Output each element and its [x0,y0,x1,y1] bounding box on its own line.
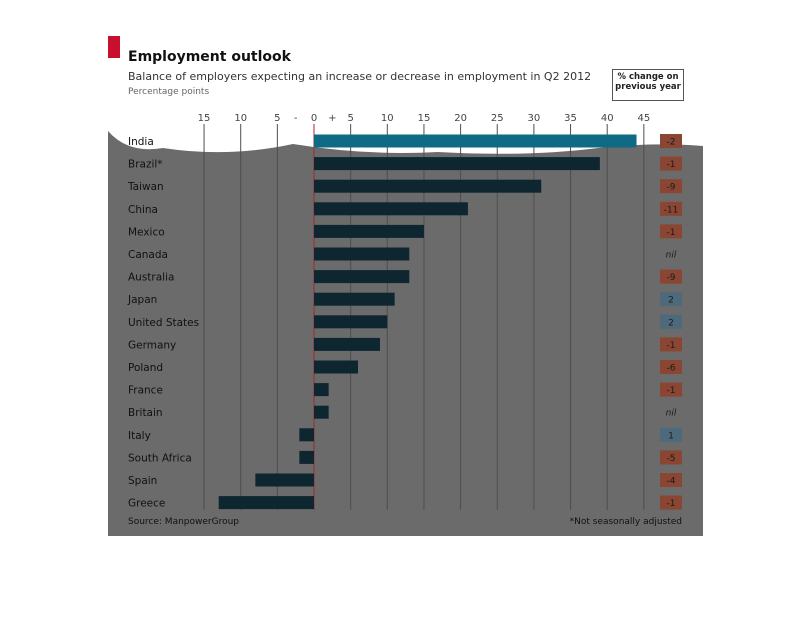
bar [314,224,424,238]
bar [314,383,329,397]
category-label: France [128,385,163,397]
change-badge [660,337,682,352]
change-badge [660,134,682,148]
bar [314,134,637,148]
category-label: Spain [128,475,157,487]
bar [255,473,314,487]
x-tick-label: 35 [564,113,577,124]
change-value: -2 [667,138,676,148]
brand-red-marker [108,36,120,58]
bar [314,337,380,351]
change-badge [660,473,682,487]
change-value: 1 [668,431,674,441]
change-badge [660,495,682,510]
change-value: -6 [667,364,676,374]
chart-units: Percentage points [128,87,210,97]
change-badge [660,360,682,374]
category-label: South Africa [128,452,192,464]
category-label: Germany [128,339,176,351]
category-label: Taiwan [127,181,164,193]
change-column-label: % change on previous year [615,72,681,92]
bar [314,270,410,284]
category-label: United States [128,317,199,329]
change-column-header: % change on previous year [612,69,684,101]
bar [314,405,329,419]
category-label: Mexico [128,226,165,238]
x-tick-label: 45 [637,113,650,124]
category-label: Greece [128,498,165,510]
x-tick-label: 40 [601,113,614,124]
category-label: Canada [128,249,168,261]
change-badge [660,179,682,194]
change-value: -11 [664,205,679,215]
change-value: -4 [667,477,676,487]
change-badge [660,224,682,239]
category-label: Australia [128,272,174,284]
x-tick-label: 10 [234,113,247,124]
footnote: *Not seasonally adjusted [569,517,682,527]
change-badge [660,450,682,465]
bar [299,450,314,464]
x-tick-label: 20 [454,113,467,124]
change-value: -9 [667,183,676,193]
x-tick-label: 15 [198,113,211,124]
change-value: -5 [667,454,676,464]
change-badge [660,382,682,397]
x-tick-label: 5 [274,113,280,124]
change-value: -1 [667,499,676,509]
chart-subtitle: Balance of employers expecting an increa… [128,70,592,83]
category-label: India [128,136,154,148]
bar [218,496,314,510]
category-label: Japan [127,294,157,306]
category-label: Brazil* [128,159,163,171]
source-note: Source: ManpowerGroup [128,517,240,527]
change-value: -1 [667,228,676,238]
change-value: nil [666,251,677,261]
x-tick-label: 30 [528,113,541,124]
x-tick-label: 25 [491,113,504,124]
bar [314,315,388,329]
header-highlight-background [108,36,703,154]
chart-card: Employment outlook Balance of employers … [108,36,703,536]
x-tick-label: 0 [311,113,317,124]
change-value: -1 [667,386,676,396]
category-label: Poland [128,362,163,374]
x-tick-label: - [294,113,298,124]
x-tick-label: + [328,113,336,124]
change-value: -1 [667,160,676,170]
change-value: 2 [668,296,674,306]
category-label: China [128,204,158,216]
bar-chart: 15 10 5 - 0 +5 10 15 20 25 30 35 40 45 India -2 Brazil* -… [127,113,682,510]
category-label: Britain [128,407,163,419]
bar [314,157,600,171]
bar [314,247,410,261]
category-label: Italy [128,430,151,442]
change-badge [660,201,682,216]
bar [314,179,542,193]
chart-title: Employment outlook [128,49,291,65]
change-badge [660,156,682,171]
change-badge [660,427,682,442]
change-value: -9 [667,273,676,283]
change-value: nil [666,409,677,419]
x-tick-label: 15 [418,113,431,124]
change-badge [660,269,682,284]
x-tick-label: 5 [347,113,353,124]
change-badge [660,292,682,307]
bar [314,292,395,306]
change-value: -1 [667,341,676,351]
change-value: 2 [668,318,674,328]
bar [314,202,468,216]
bar [299,428,314,442]
bar [314,360,358,374]
change-badge [660,314,682,329]
x-tick-label: 10 [381,113,394,124]
